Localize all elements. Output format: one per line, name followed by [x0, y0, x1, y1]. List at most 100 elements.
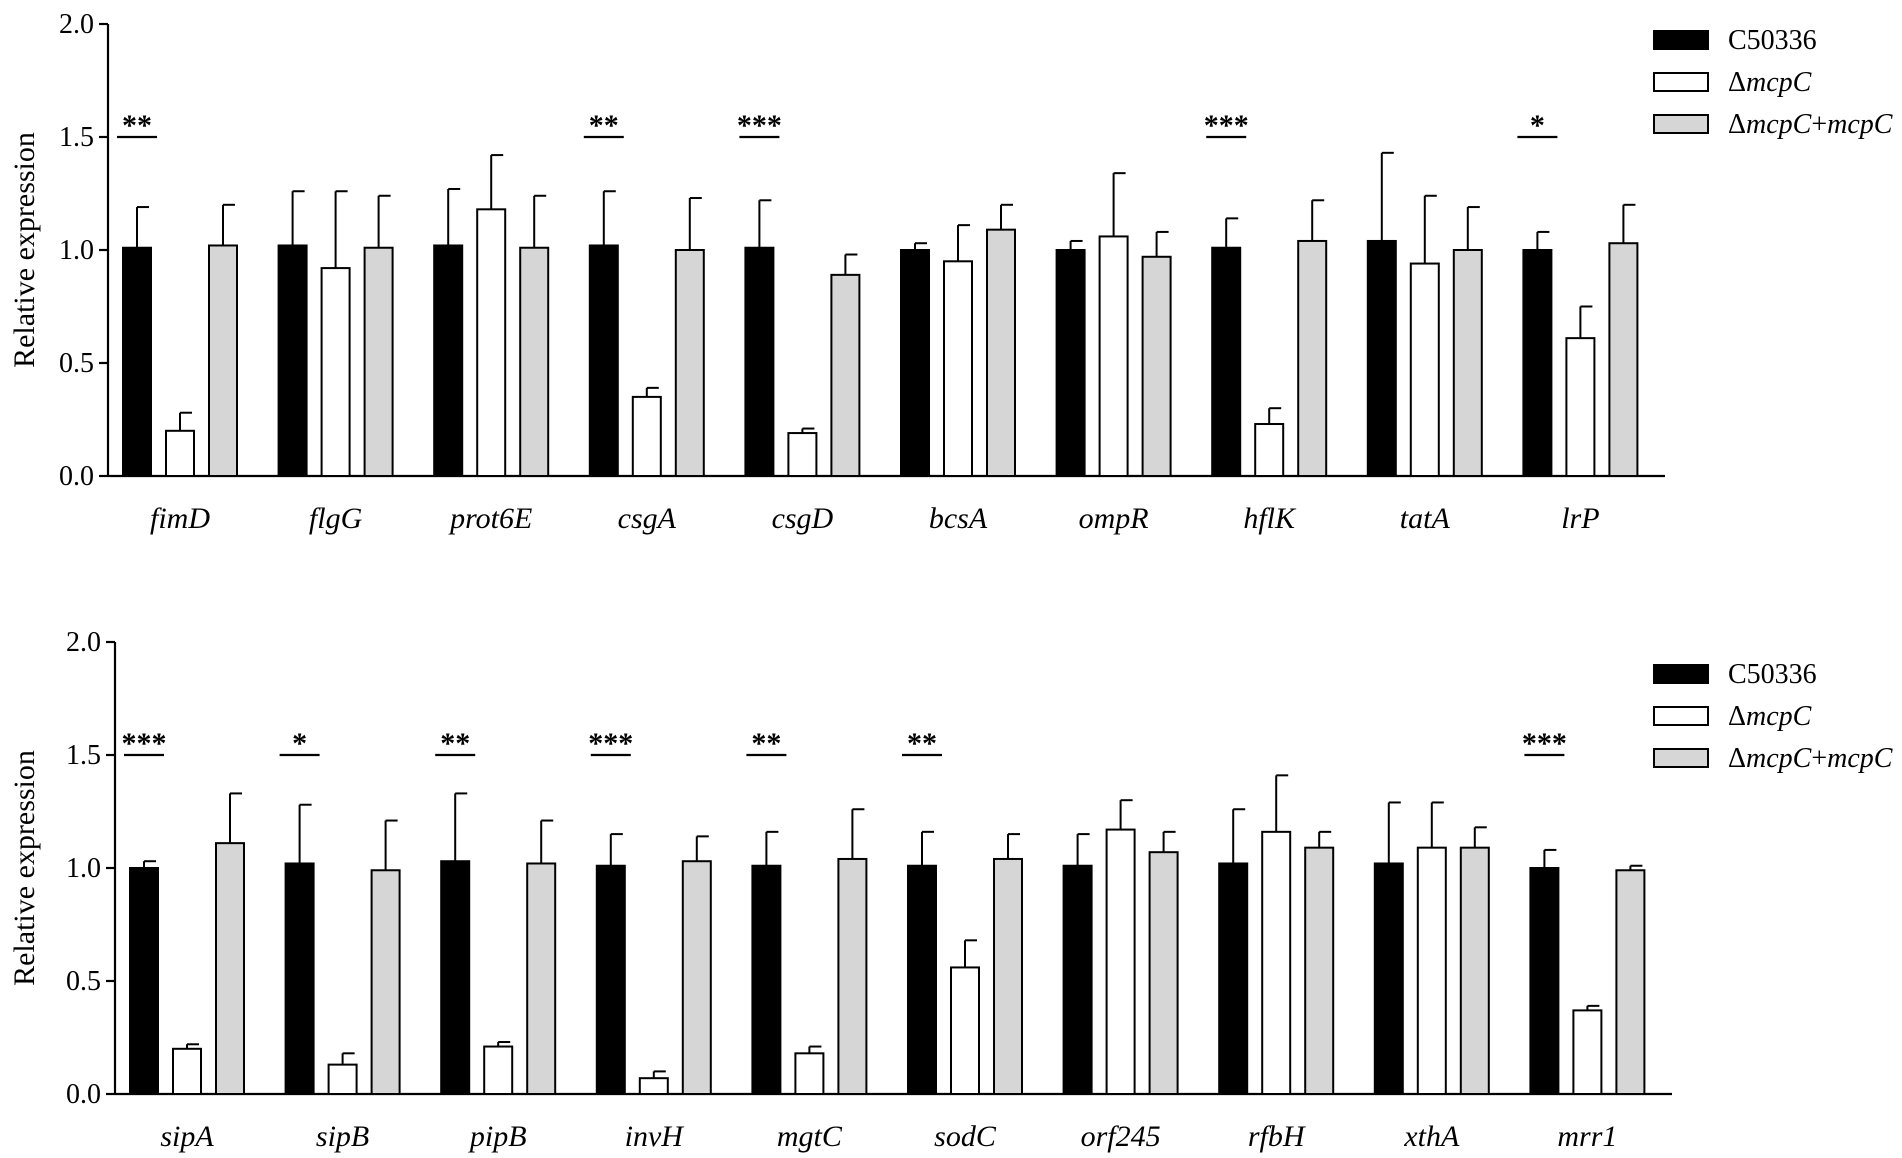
y-tick-label: 2.0 — [59, 9, 94, 40]
significance-marker: ** — [907, 727, 937, 760]
bar — [370, 869, 401, 1096]
y-tick-label: 2.0 — [66, 627, 101, 658]
bar — [277, 244, 308, 477]
legend-label: ΔmcpC+mcpC — [1728, 109, 1893, 140]
legend-swatch — [1653, 706, 1709, 726]
bar — [1141, 255, 1172, 477]
category-label: ompR — [1079, 502, 1149, 535]
category-label: sodC — [934, 1120, 997, 1153]
bar — [993, 857, 1023, 1096]
bar — [1304, 846, 1335, 1095]
bar — [327, 1063, 358, 1095]
significance-marker: * — [292, 727, 307, 760]
bar — [794, 1052, 825, 1095]
bar — [1261, 830, 1292, 1096]
legend-label-part: mcpC — [1827, 743, 1893, 774]
significance-marker: *** — [122, 727, 167, 760]
legend-label-part: Δ — [1728, 701, 1746, 732]
bar — [787, 432, 818, 477]
significance-marker: *** — [737, 109, 782, 142]
y-axis-label: Relative expression — [8, 132, 41, 368]
bar — [837, 857, 868, 1096]
category-label: pipB — [468, 1120, 527, 1153]
significance-marker: * — [1530, 109, 1545, 142]
category-label: prot6E — [448, 502, 532, 535]
bar — [1522, 249, 1553, 477]
legend-label-part: mcpC — [1746, 67, 1812, 98]
bar — [1416, 846, 1447, 1095]
bar — [440, 860, 471, 1095]
category-label: sipB — [316, 1120, 369, 1153]
category-label: hflK — [1243, 502, 1297, 535]
y-tick-label: 1.0 — [59, 235, 94, 266]
significance-marker: *** — [588, 727, 633, 760]
bar — [595, 864, 626, 1095]
legend-label-part: mcpC — [1827, 109, 1893, 140]
significance-marker: *** — [1204, 109, 1249, 142]
bar — [950, 966, 980, 1095]
bar — [284, 862, 315, 1095]
bar — [1211, 246, 1242, 477]
bar — [1218, 862, 1249, 1095]
bar — [476, 208, 507, 477]
y-tick-label: 0.5 — [66, 966, 101, 997]
legend-label-part: mcpC — [1746, 701, 1812, 732]
significance-marker: ** — [122, 109, 152, 142]
category-label: xthA — [1403, 1120, 1460, 1153]
bar — [1452, 249, 1483, 477]
bar — [1529, 867, 1560, 1095]
y-tick-label: 1.5 — [66, 740, 101, 771]
bar — [363, 246, 394, 477]
bar — [1373, 862, 1404, 1095]
legend-label-part: + — [1811, 109, 1827, 140]
bar — [483, 1045, 514, 1096]
bar — [1608, 242, 1639, 477]
bar — [674, 249, 705, 477]
category-label: fimD — [150, 502, 210, 535]
bar — [129, 867, 159, 1095]
bar — [320, 267, 351, 477]
bar — [986, 228, 1016, 477]
category-label: csgA — [618, 502, 677, 535]
y-axis-label: Relative expression — [8, 750, 41, 986]
bar — [1254, 423, 1285, 477]
significance-marker: ** — [440, 727, 470, 760]
category-label: mgtC — [777, 1120, 843, 1153]
legend-label: C50336 — [1728, 659, 1817, 690]
bar — [744, 246, 775, 477]
y-tick-label: 0.0 — [66, 1079, 101, 1110]
category-label: invH — [625, 1120, 686, 1153]
bar — [526, 862, 557, 1095]
y-tick-label: 0.5 — [59, 348, 94, 379]
significance-marker: ** — [589, 109, 619, 142]
legend-label-part: + — [1811, 743, 1827, 774]
legend-label: ΔmcpC — [1728, 701, 1812, 732]
bar — [830, 273, 861, 477]
bar — [631, 395, 662, 477]
bar — [638, 1077, 669, 1096]
bar — [1459, 846, 1490, 1095]
bar — [1105, 828, 1136, 1096]
y-tick-label: 1.5 — [59, 122, 94, 153]
bar — [122, 246, 152, 477]
legend-label: ΔmcpC — [1728, 67, 1812, 98]
significance-marker: *** — [1522, 727, 1567, 760]
legend-swatch — [1653, 30, 1709, 50]
bar — [433, 244, 464, 477]
category-label: csgD — [772, 502, 834, 535]
bar — [215, 842, 245, 1096]
bar — [900, 249, 930, 477]
bar — [1297, 239, 1328, 477]
category-label: lrP — [1561, 502, 1599, 535]
bar — [1565, 337, 1596, 478]
bar — [907, 864, 937, 1095]
bar — [1062, 864, 1093, 1095]
bar — [519, 246, 550, 477]
legend-swatch — [1653, 114, 1709, 134]
y-tick-label: 1.0 — [66, 853, 101, 884]
bar — [208, 244, 238, 477]
legend-swatch — [1653, 72, 1709, 92]
bar — [1098, 235, 1129, 477]
